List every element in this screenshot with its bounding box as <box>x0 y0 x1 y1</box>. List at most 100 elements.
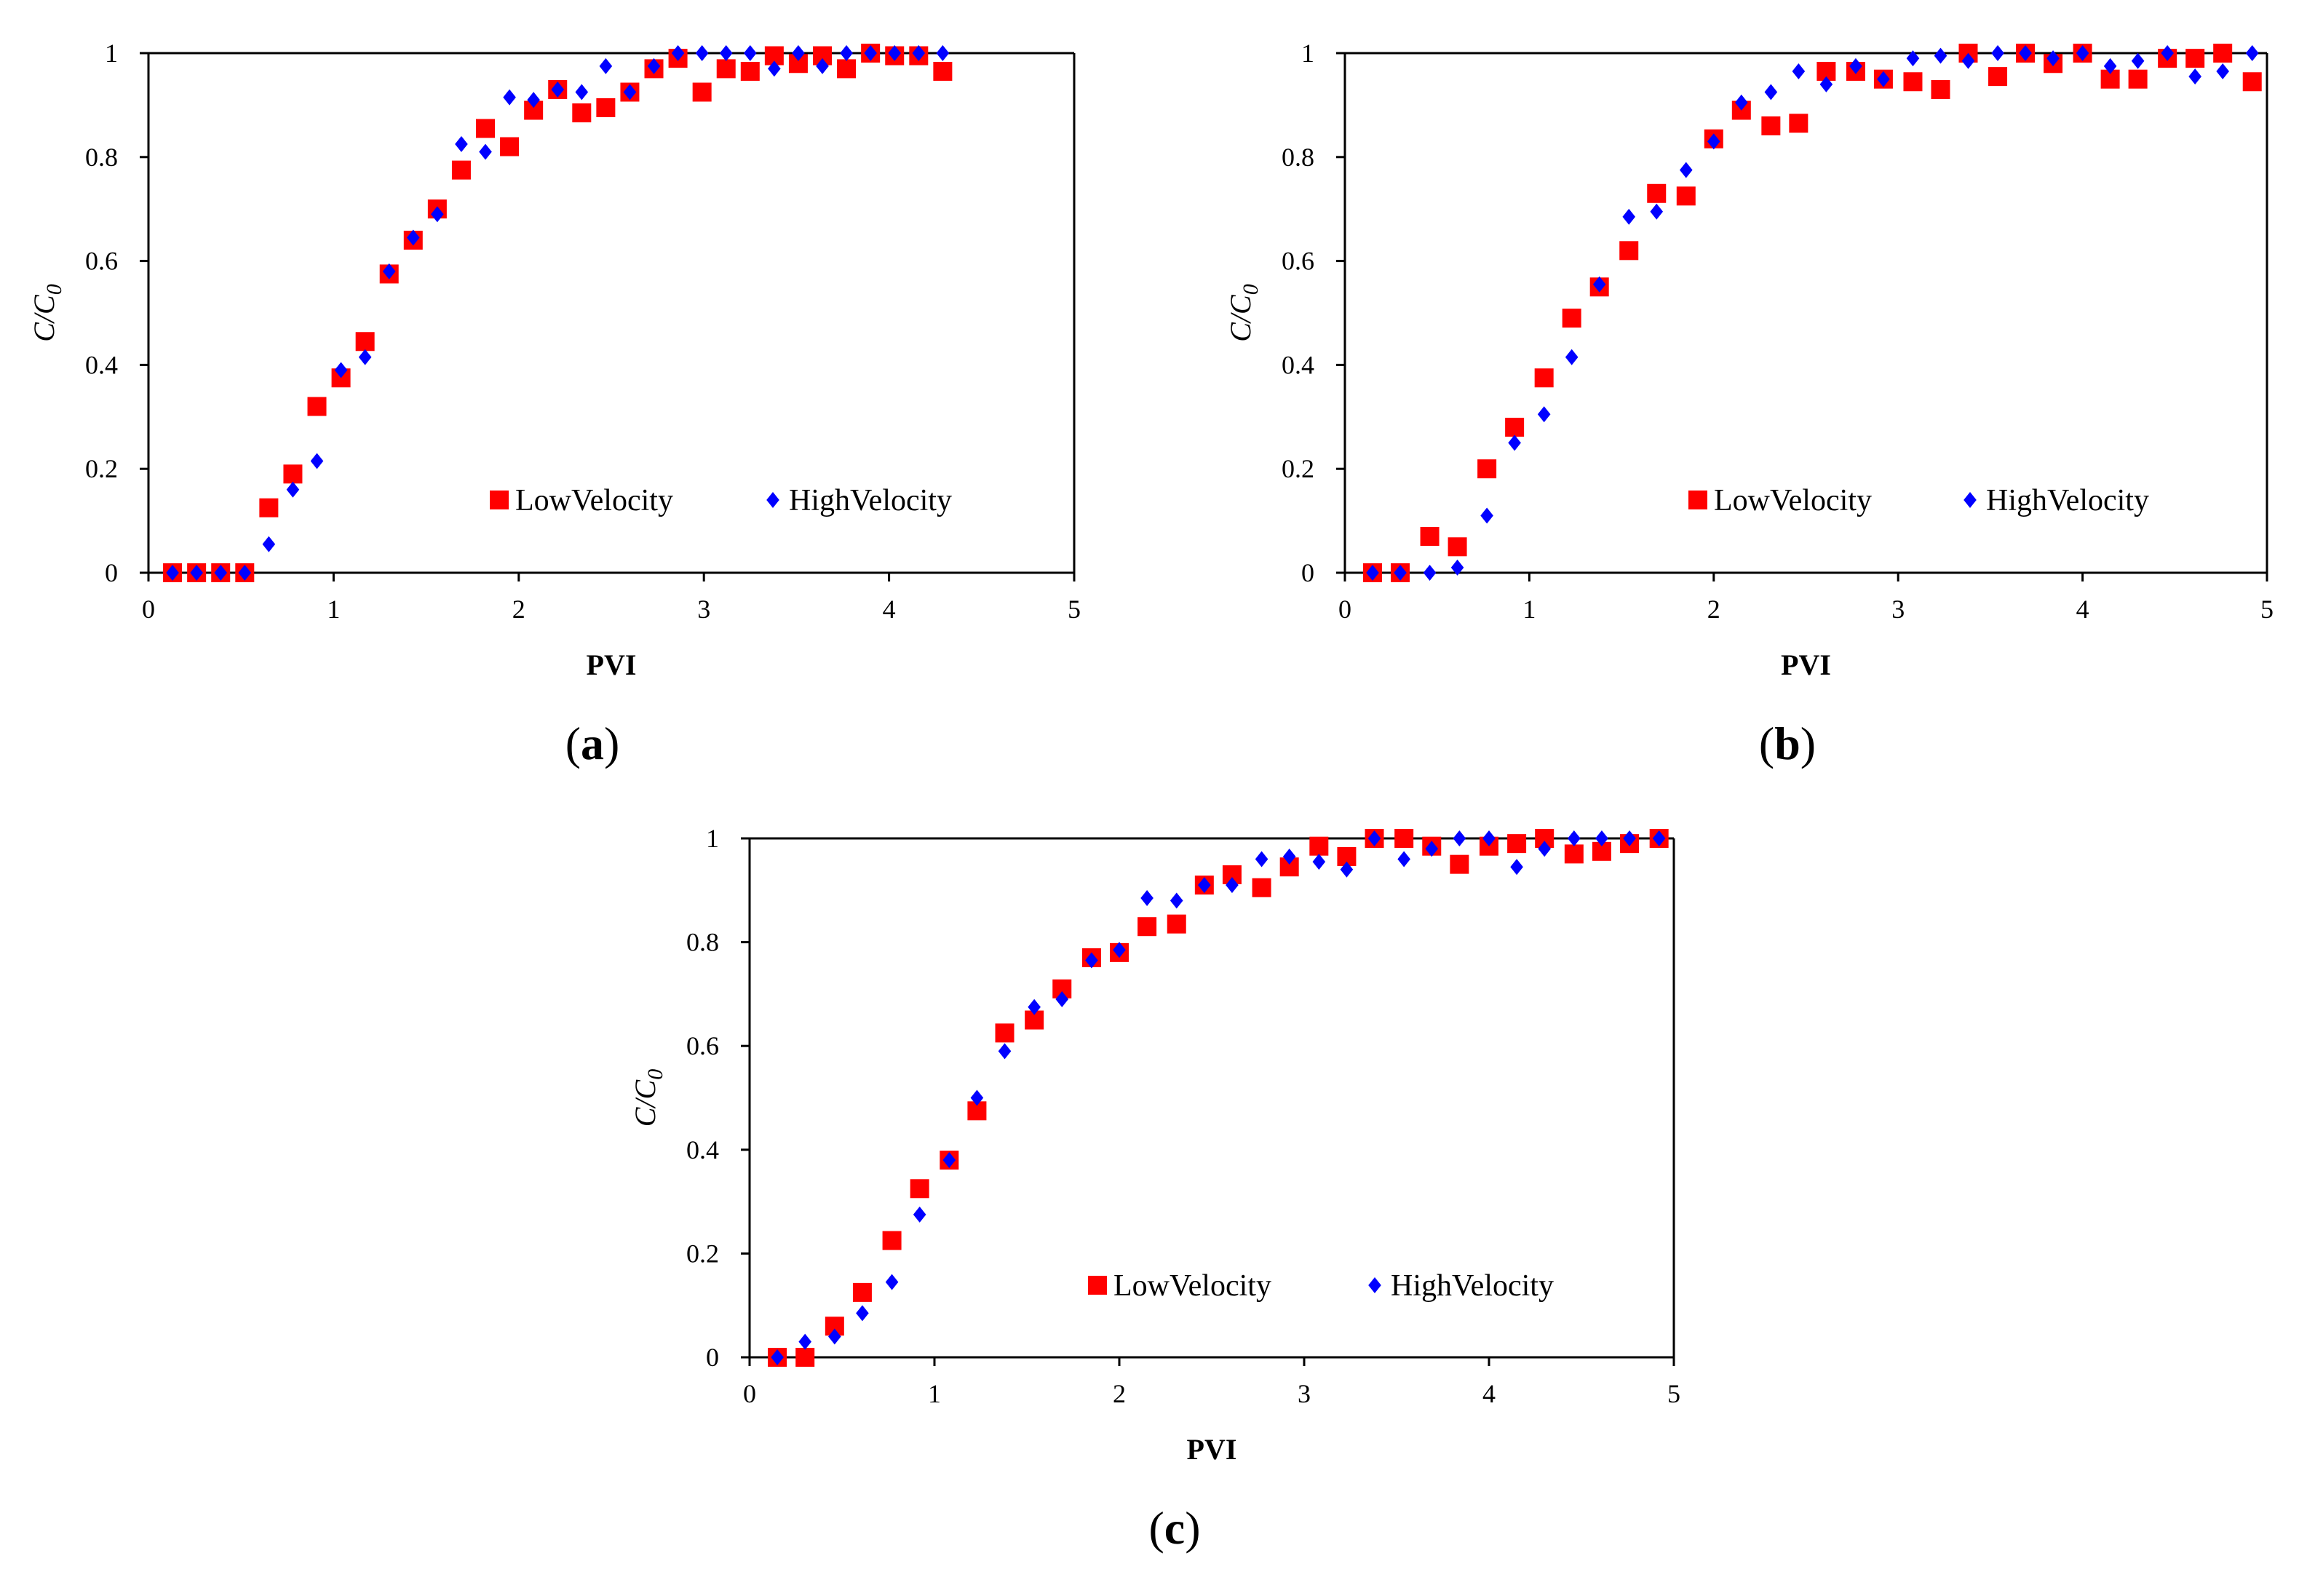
low-velocity-point <box>1562 309 1581 328</box>
y-tick-label: 0.6 <box>1282 247 1314 276</box>
low-velocity-point <box>933 61 953 81</box>
high-velocity-point <box>1991 45 2004 61</box>
low-velocity-point <box>740 61 760 81</box>
high-velocity-point <box>1652 830 1666 846</box>
low-velocity-point <box>1564 844 1584 864</box>
low-velocity-point <box>1505 418 1525 437</box>
x-tick-label: 0 <box>142 595 155 624</box>
high-velocity-point <box>1592 276 1606 293</box>
y-tick-label: 0 <box>706 1343 719 1372</box>
x-tick-label: 3 <box>1891 595 1905 624</box>
high-velocity-point <box>1312 854 1326 870</box>
low-velocity-point <box>1394 829 1414 848</box>
high-velocity-point <box>1340 861 1354 878</box>
high-velocity-point <box>828 1328 841 1345</box>
high-velocity-point <box>2076 45 2089 61</box>
x-tick-label: 5 <box>1667 1379 1680 1408</box>
high-velocity-point <box>1226 877 1239 894</box>
high-velocity-point <box>1482 830 1496 846</box>
high-velocity-point <box>286 481 300 498</box>
low-velocity-point <box>259 498 279 517</box>
high-velocity-point <box>888 45 902 61</box>
panel-label: (b) <box>1759 718 1816 769</box>
high-velocity-point <box>1198 877 1211 894</box>
high-velocity-point <box>1565 349 1579 365</box>
y-tick-label: 0.2 <box>1282 454 1314 483</box>
high-velocity-point <box>1792 63 1806 79</box>
y-tick-label: 0.6 <box>85 247 118 276</box>
high-velocity-point <box>970 1089 984 1106</box>
high-velocity-point <box>1367 830 1381 846</box>
low-velocity-point <box>1619 241 1639 261</box>
high-velocity-point <box>599 57 613 74</box>
y-tick-label: 0 <box>105 558 118 587</box>
legend-low-velocity-marker <box>1688 491 1707 509</box>
high-velocity-point <box>1877 71 1890 87</box>
low-velocity-point <box>476 119 496 138</box>
x-tick-label: 3 <box>1298 1379 1311 1408</box>
low-velocity-point <box>1676 186 1696 206</box>
high-velocity-point <box>1764 84 1778 100</box>
high-velocity-point <box>647 57 661 74</box>
panel-a: 0 1 2 3 4 5 0 0.2 0.4 0.6 0.8 1 PVI C/C0 LowVelocity Hi… <box>28 39 1081 769</box>
low-velocity-point <box>882 1231 902 1250</box>
low-velocity-point <box>1420 527 1440 547</box>
high-velocity-point <box>1453 830 1466 846</box>
low-velocity-point <box>837 59 857 79</box>
high-velocity-point <box>382 263 396 279</box>
low-velocity-point <box>2242 72 2262 92</box>
y-tick-label: 0.8 <box>686 928 719 957</box>
high-velocity-point <box>856 1305 869 1322</box>
panel-label: (a) <box>565 718 620 769</box>
high-velocity-point <box>575 84 589 100</box>
legend-low-velocity-label: LowVelocity <box>515 484 673 517</box>
high-velocity-point <box>936 45 950 61</box>
x-tick-label: 4 <box>1482 1379 1496 1408</box>
high-velocity-point <box>1140 889 1154 906</box>
high-velocity-point <box>1934 47 1947 64</box>
high-velocity-point <box>455 135 468 152</box>
high-velocity-point <box>623 84 637 100</box>
high-velocity-point <box>2188 68 2201 85</box>
high-velocity-point <box>1170 892 1183 909</box>
high-velocity-point <box>1568 830 1581 846</box>
high-velocity-point <box>1085 952 1098 969</box>
low-velocity-point <box>1507 834 1527 854</box>
low-velocity-point <box>1789 114 1808 133</box>
high-velocity-point <box>942 1152 956 1169</box>
high-velocity-point <box>2245 45 2259 61</box>
y-tick-label: 1 <box>706 824 719 853</box>
legend-high-velocity-marker <box>1964 492 1977 508</box>
high-velocity-point <box>503 89 516 106</box>
high-velocity-point <box>1423 565 1437 581</box>
high-velocity-point <box>671 45 685 61</box>
x-tick-label: 1 <box>327 595 340 624</box>
low-velocity-point <box>1448 537 1467 557</box>
low-velocity-point <box>1647 183 1667 203</box>
low-velocity-point <box>1534 368 1554 388</box>
high-velocity-point <box>334 362 348 378</box>
legend-low-velocity-label: LowVelocity <box>1113 1269 1271 1303</box>
high-velocity-point <box>912 45 926 61</box>
high-velocity-point <box>1679 162 1693 178</box>
low-velocity-point <box>2185 49 2205 68</box>
panel-c: 0 1 2 3 4 5 0 0.2 0.4 0.6 0.8 1 PVI C/C0 LowVelocity Hi… <box>629 824 1680 1554</box>
y-axis-title: C/C0 <box>28 284 66 341</box>
low-velocity-point <box>1477 459 1497 479</box>
high-velocity-point <box>695 45 709 61</box>
high-velocity-point <box>885 1274 899 1290</box>
low-velocity-point <box>500 137 520 156</box>
legend-high-velocity-label: HighVelocity <box>1986 484 2149 517</box>
legend-low-velocity-marker <box>1088 1276 1107 1295</box>
high-velocity-point <box>2161 45 2174 61</box>
high-velocity-point <box>1906 50 1920 67</box>
high-velocity-point <box>1819 76 1833 92</box>
high-velocity-point <box>792 45 805 61</box>
high-velocity-point <box>1595 830 1608 846</box>
high-velocity-point <box>1366 565 1379 581</box>
high-velocity-point <box>1480 507 1493 524</box>
low-velocity-point <box>283 464 303 484</box>
x-axis-title: PVI <box>587 648 637 681</box>
high-velocity-point <box>798 1333 811 1350</box>
